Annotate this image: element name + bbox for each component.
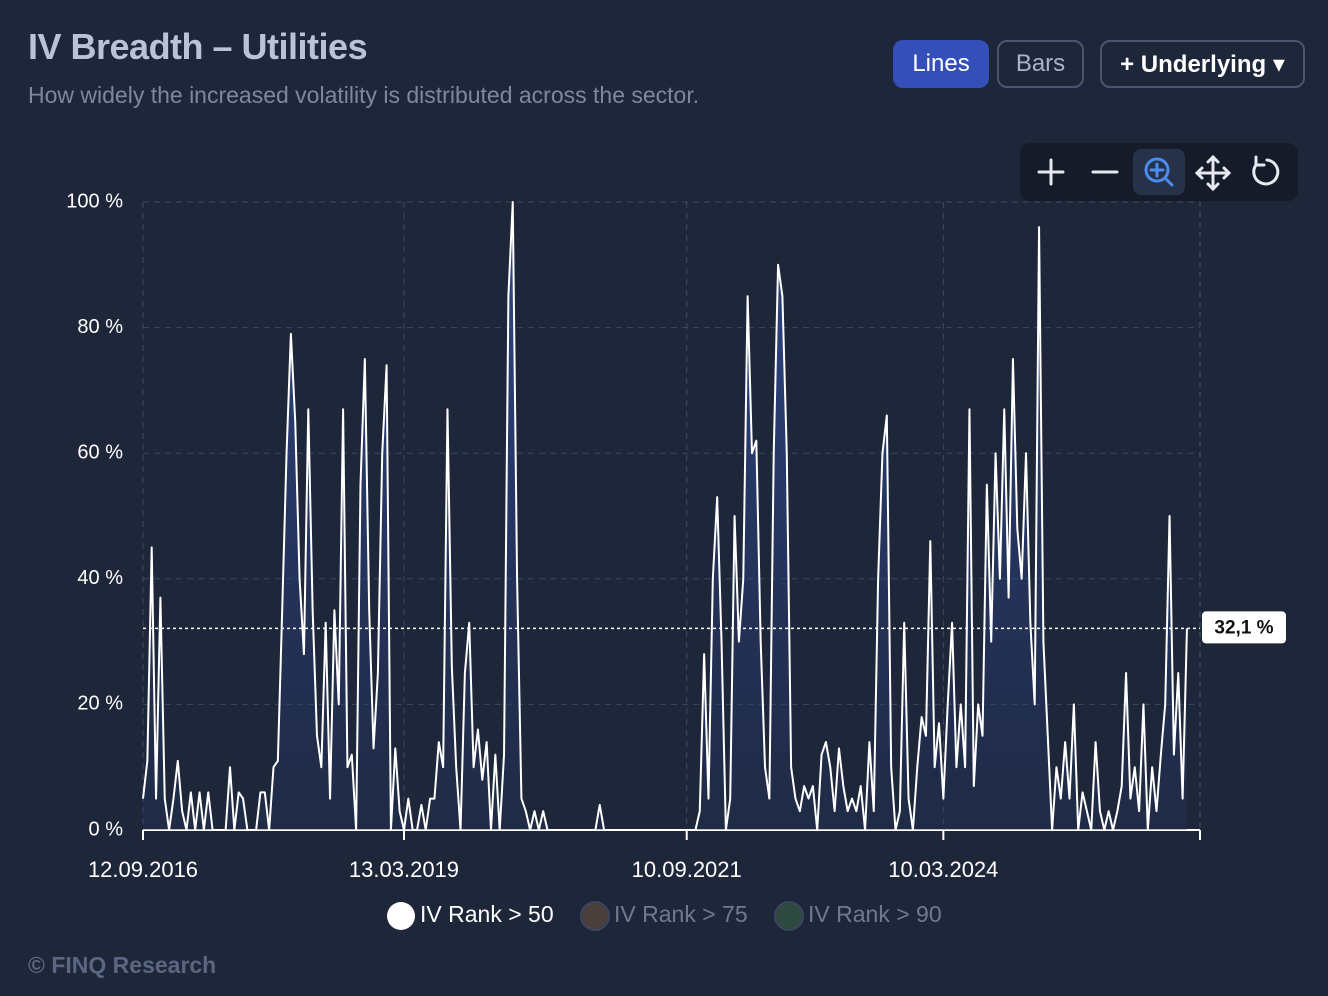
page-title: IV Breadth – Utilities xyxy=(28,26,368,67)
lines-button[interactable]: Lines xyxy=(893,40,989,88)
y-tick-label: 60 % xyxy=(77,441,123,463)
underlying-button[interactable]: + Underlying ▾ xyxy=(1100,40,1305,88)
y-tick-label: 20 % xyxy=(77,693,123,715)
y-tick-label: 80 % xyxy=(77,316,123,338)
x-tick-label: 10.03.2024 xyxy=(888,857,998,882)
series-line xyxy=(142,201,1188,831)
legend-label: IV Rank > 75 xyxy=(614,901,748,927)
legend-marker xyxy=(580,901,610,931)
x-tick-label: 13.03.2019 xyxy=(349,857,459,882)
series-area xyxy=(143,202,1187,830)
bars-button[interactable]: Bars xyxy=(997,40,1084,88)
legend-marker xyxy=(774,901,804,931)
zoom-in-icon[interactable] xyxy=(1037,158,1065,186)
page-subtitle: How widely the increased volatility is d… xyxy=(28,82,700,108)
reset-icon[interactable] xyxy=(1252,155,1280,186)
reference-label-box xyxy=(1202,611,1286,644)
x-tick-label: 10.09.2021 xyxy=(632,857,742,882)
zoom-toolbar xyxy=(1020,143,1298,201)
legend-marker xyxy=(387,902,415,930)
active-tool-bg xyxy=(1133,149,1185,195)
legend-label: IV Rank > 90 xyxy=(808,901,942,927)
y-tick-label: 100 % xyxy=(66,190,123,212)
toolbar-icons xyxy=(1037,149,1280,195)
legend-label: IV Rank > 50 xyxy=(420,901,554,927)
reference-label: 32,1 % xyxy=(1214,617,1273,638)
x-tick-label: 12.09.2016 xyxy=(88,857,198,882)
zoom-select-icon[interactable] xyxy=(1144,157,1174,187)
y-tick-label: 0 % xyxy=(89,818,124,840)
y-tick-label: 40 % xyxy=(77,567,123,589)
pan-icon[interactable] xyxy=(1194,154,1232,192)
footer-credit: © FINQ Research xyxy=(28,952,217,978)
